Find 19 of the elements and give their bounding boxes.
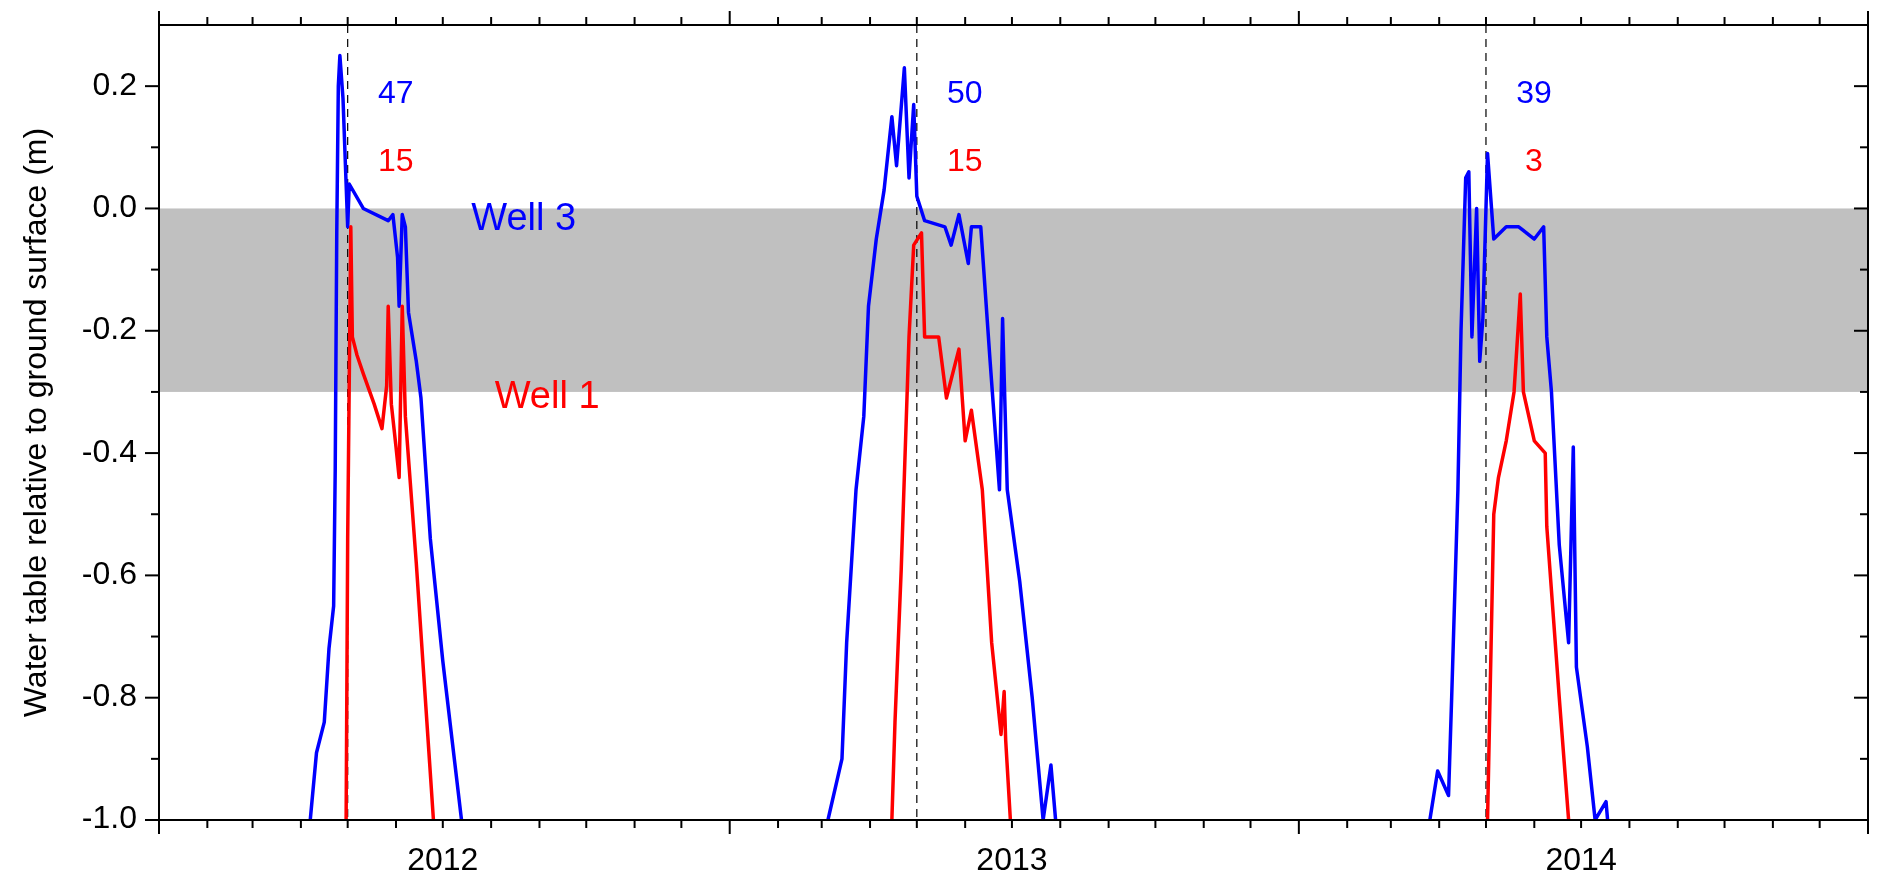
annotation: 50 bbox=[947, 74, 983, 111]
annotation: 47 bbox=[377, 74, 414, 111]
y-tick-label: -0.6 bbox=[81, 554, 137, 591]
annotation: 3 bbox=[1525, 142, 1543, 179]
y-tick-label: 0.0 bbox=[92, 187, 137, 224]
y-tick-label: -0.4 bbox=[81, 432, 137, 469]
x-tick-label: 2013 bbox=[976, 841, 1048, 877]
x-tick-label: 2012 bbox=[407, 841, 479, 877]
annotation: 15 bbox=[377, 142, 414, 179]
y-axis-title: Water table relative to ground surface (m) bbox=[17, 127, 54, 718]
y-tick-label: -1.0 bbox=[81, 799, 137, 836]
annotation: 39 bbox=[1516, 74, 1552, 111]
y-tick-label: -0.2 bbox=[81, 310, 137, 347]
y-tick-label: -0.8 bbox=[81, 677, 137, 714]
series-label: Well 3 bbox=[471, 196, 577, 239]
text: Well 1 bbox=[494, 373, 600, 416]
annotation: 15 bbox=[947, 142, 983, 179]
x-tick-label: 2014 bbox=[1545, 841, 1617, 877]
y-tick-label: 0.2 bbox=[92, 65, 137, 102]
